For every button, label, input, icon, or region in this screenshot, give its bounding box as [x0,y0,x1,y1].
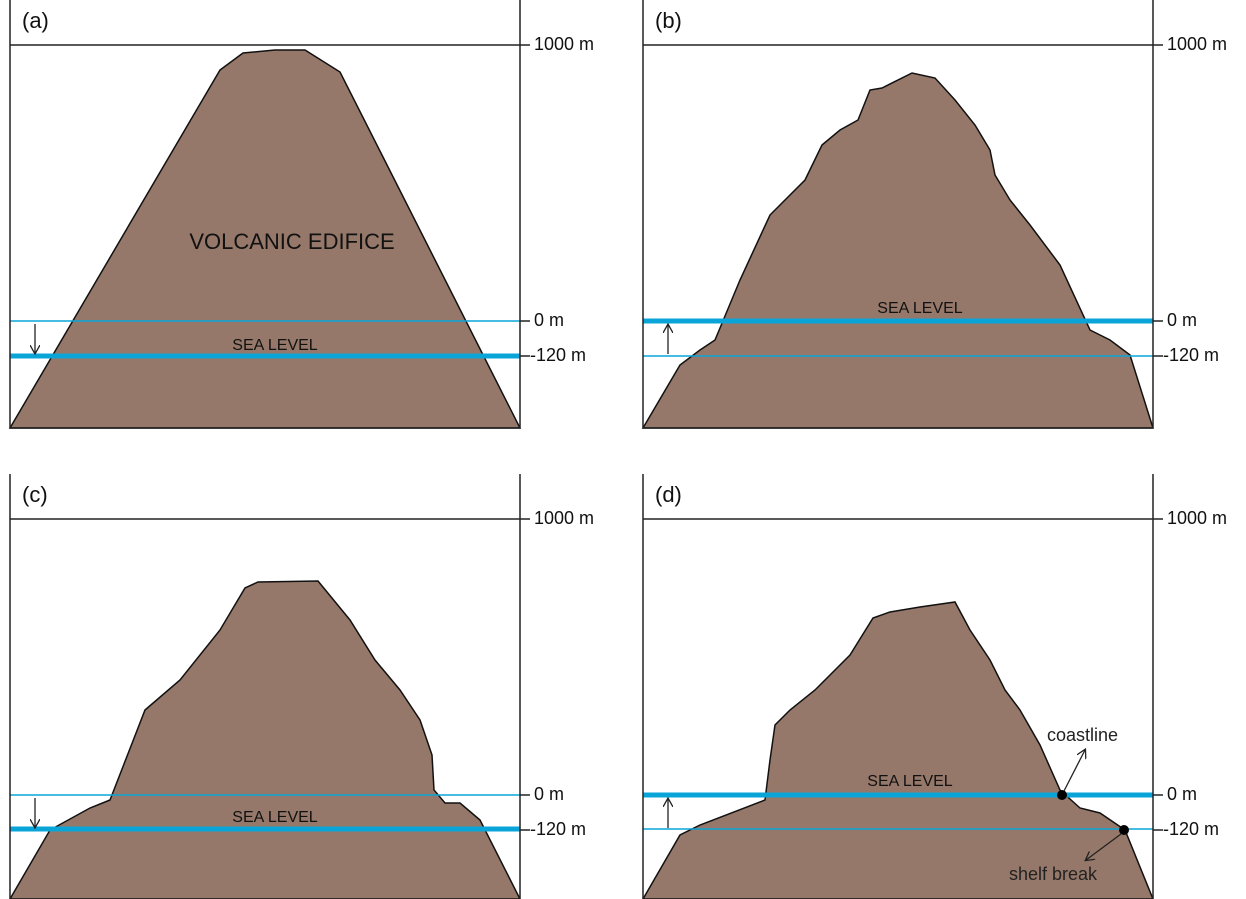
level-label: -120 m [1163,345,1219,365]
panel-label: (b) [655,8,682,33]
level-label: -120 m [530,345,586,365]
level-label: 0 m [534,784,564,804]
sea-level-label: SEA LEVEL [232,337,317,354]
sea-level-label: SEA LEVEL [232,809,317,826]
panel: (c) 1000 m 0 m -120 m SEA LEVEL [10,474,594,899]
level-label: 0 m [534,310,564,330]
edifice [10,581,520,899]
edifice [643,73,1153,428]
level-label: 1000 m [1167,34,1227,54]
level-label: 1000 m [1167,508,1227,528]
figure: (a) 1000 m 0 m -120 m SEA LEVEL VOLCANIC EDIF… [0,0,1246,899]
annotation: shelf break [1009,864,1098,884]
level-label: 1000 m [534,508,594,528]
panel-label: (c) [22,482,48,507]
pointer [1064,750,1085,791]
annotation: coastline [1047,725,1118,745]
level-label: -120 m [1163,819,1219,839]
panel: (d) 1000 m 0 m -120 m SEA LEVEL coastline shel… [643,474,1227,899]
edifice-label: VOLCANIC EDIFICE [189,229,394,254]
coastline-dot [1057,790,1067,800]
panel-label: (a) [22,8,49,33]
level-label: -120 m [530,819,586,839]
panel: (b) 1000 m 0 m -120 m SEA LEVEL [643,0,1227,428]
shelf-break-dot [1119,825,1129,835]
edifice [643,602,1153,899]
sea-level-label: SEA LEVEL [877,300,962,317]
panel: (a) 1000 m 0 m -120 m SEA LEVEL VOLCANIC EDIF… [10,0,594,428]
level-label: 1000 m [534,34,594,54]
level-label: 0 m [1167,310,1197,330]
panel-label: (d) [655,482,682,507]
level-label: 0 m [1167,784,1197,804]
sea-level-label: SEA LEVEL [867,773,952,790]
